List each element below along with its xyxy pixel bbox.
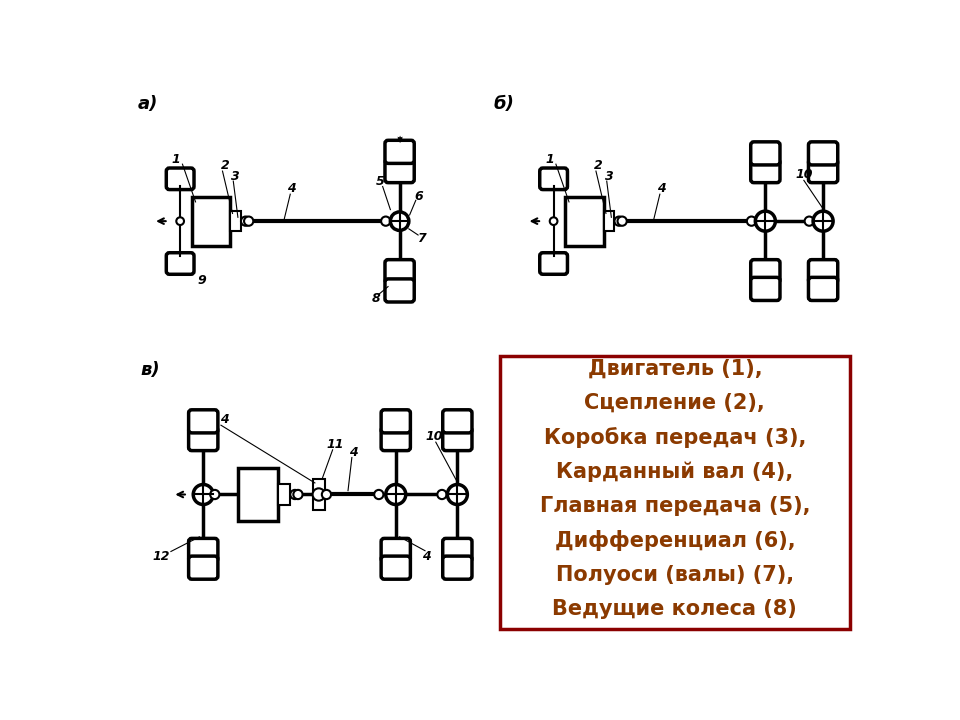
Circle shape [391,212,409,230]
Text: в): в) [140,361,159,379]
Text: а): а) [138,96,158,114]
Circle shape [386,485,406,505]
Text: 4: 4 [657,182,666,195]
FancyBboxPatch shape [385,140,414,163]
Bar [278,484,290,505]
Circle shape [193,485,213,505]
Text: 3: 3 [605,170,613,183]
Text: 4: 4 [349,446,358,459]
Bar [565,197,604,246]
Text: 2: 2 [594,159,603,172]
FancyBboxPatch shape [443,556,472,579]
FancyBboxPatch shape [381,410,410,433]
Bar [604,211,614,231]
FancyBboxPatch shape [166,253,194,274]
FancyBboxPatch shape [166,168,194,189]
FancyBboxPatch shape [808,142,838,165]
Text: 4: 4 [422,549,431,562]
FancyBboxPatch shape [385,260,414,283]
Circle shape [294,490,302,499]
Circle shape [747,217,756,226]
Text: 4: 4 [287,182,297,195]
FancyBboxPatch shape [188,539,218,562]
FancyBboxPatch shape [381,428,410,451]
Circle shape [447,485,468,505]
Circle shape [244,217,253,226]
Bar [230,211,241,231]
FancyBboxPatch shape [385,279,414,302]
Circle shape [313,488,324,500]
Circle shape [438,490,446,499]
FancyBboxPatch shape [751,160,780,183]
Text: 6: 6 [415,190,423,203]
FancyBboxPatch shape [385,160,414,183]
Text: 2: 2 [221,159,229,172]
FancyBboxPatch shape [540,168,567,189]
Bar [192,197,230,246]
Text: 4: 4 [221,413,229,426]
Text: 12: 12 [152,549,170,562]
Text: 10: 10 [425,431,443,444]
FancyBboxPatch shape [751,142,780,165]
FancyBboxPatch shape [188,428,218,451]
FancyBboxPatch shape [381,539,410,562]
FancyBboxPatch shape [381,556,410,579]
Text: ✸: ✸ [396,135,403,145]
Circle shape [177,217,184,225]
FancyBboxPatch shape [540,253,567,274]
FancyBboxPatch shape [751,260,780,283]
Text: б): б) [493,96,515,114]
Text: 5: 5 [376,175,385,188]
Text: 9: 9 [198,274,206,287]
Circle shape [804,217,814,226]
Text: 7: 7 [417,232,425,245]
FancyBboxPatch shape [188,556,218,579]
FancyBboxPatch shape [188,410,218,433]
Circle shape [756,211,776,231]
Circle shape [617,217,627,226]
FancyBboxPatch shape [808,277,838,300]
Circle shape [550,217,558,225]
Bar [500,356,850,629]
Text: 11: 11 [327,438,345,451]
FancyBboxPatch shape [443,539,472,562]
Circle shape [241,217,251,226]
Text: 3: 3 [231,170,240,183]
Circle shape [813,211,833,231]
Text: 1: 1 [545,153,554,166]
FancyBboxPatch shape [751,277,780,300]
Text: 10: 10 [795,168,812,181]
Text: Двигатель (1),
Сцепление (2),
Коробка передач (3),
Карданный вал (4),
Главная пе: Двигатель (1), Сцепление (2), Коробка пе… [540,359,810,618]
FancyBboxPatch shape [443,428,472,451]
Text: 8: 8 [372,292,381,305]
Circle shape [210,490,220,499]
FancyBboxPatch shape [808,160,838,183]
Circle shape [381,217,391,226]
FancyBboxPatch shape [808,260,838,283]
Bar [238,467,278,521]
Circle shape [290,490,300,499]
Circle shape [614,217,624,226]
Circle shape [322,490,331,499]
Circle shape [374,490,383,499]
Text: 1: 1 [172,153,180,166]
FancyBboxPatch shape [443,410,472,433]
Bar [313,479,324,510]
